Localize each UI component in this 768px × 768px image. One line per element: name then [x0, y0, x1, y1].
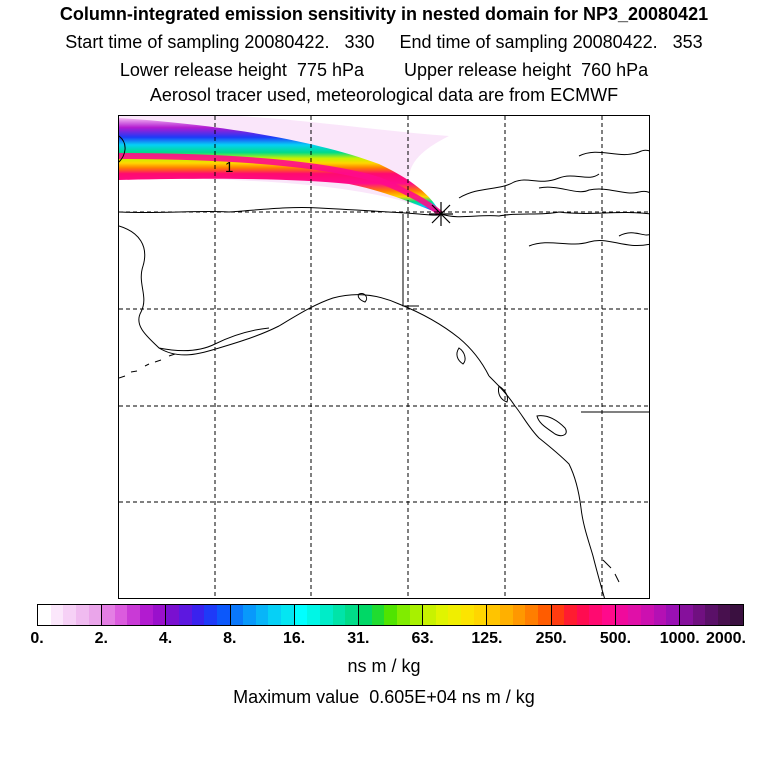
colorbar-tick-label: 4.	[158, 630, 173, 647]
colorbar-swatch	[50, 605, 64, 625]
sampling-time-line: Start time of sampling 20080422. 330 End…	[65, 32, 703, 52]
coastlines	[119, 135, 649, 598]
colorbar-swatch	[537, 605, 551, 625]
colorbar-swatch	[127, 605, 141, 625]
colorbar-swatch	[653, 605, 667, 625]
colorbar-swatch	[371, 605, 385, 625]
release-height-line: Lower release height 775 hPa Upper relea…	[119, 60, 649, 80]
colorbar-tick-label: 2000.	[705, 630, 747, 647]
colorbar-segment	[678, 605, 744, 625]
colorbar-swatch	[179, 605, 192, 625]
colorbar-swatch	[320, 605, 333, 625]
colorbar-tick-label: 63.	[411, 630, 434, 647]
colorbar-swatch	[204, 605, 217, 625]
colorbar-swatch	[75, 605, 89, 625]
colorbar-tick-labels: 0. 2. 4. 8. 16. 31. 63. 125. 250. 500. 1000. 2000.	[30, 630, 747, 650]
colorbar-swatch	[384, 605, 397, 625]
colorbar-tick-label: 8.	[223, 630, 237, 647]
colorbar-segment	[165, 605, 230, 625]
colorbar-swatch	[63, 605, 76, 625]
colorbar-swatch	[243, 605, 256, 625]
colorbar-swatch	[255, 605, 269, 625]
colorbar-segment	[486, 605, 551, 625]
colorbar-swatch	[705, 605, 718, 625]
colorbar-swatch	[640, 605, 654, 625]
colorbar-segment	[101, 605, 166, 625]
colorbar-tick-label: 16.	[282, 630, 306, 647]
colorbar-swatch	[602, 605, 615, 625]
colorbar-swatch	[191, 605, 205, 625]
colorbar-units: ns m / kg	[347, 656, 421, 676]
colorbar-swatch	[294, 605, 308, 625]
colorbar-segment	[422, 605, 487, 625]
colorbar-swatch	[268, 605, 282, 625]
colorbar-segment	[357, 605, 423, 625]
colorbar-swatch	[307, 605, 321, 625]
colorbar-swatch	[38, 605, 51, 625]
colorbar-swatch	[628, 605, 641, 625]
emission-plume	[119, 118, 441, 214]
colorbar-tick-label: 1000.	[659, 630, 700, 647]
colorbar	[37, 604, 744, 626]
release-point-marker	[429, 202, 453, 226]
colorbar-swatch	[345, 605, 358, 625]
colorbar-tick-label: 500.	[599, 630, 632, 647]
colorbar-segment	[550, 605, 615, 625]
plot-title: Column-integrated emission sensitivity i…	[59, 4, 709, 24]
colorbar-swatch	[152, 605, 166, 625]
colorbar-swatch	[102, 605, 115, 625]
colorbar-swatch	[679, 605, 693, 625]
colorbar-swatch	[692, 605, 706, 625]
colorbar-swatch	[461, 605, 474, 625]
colorbar-swatch	[114, 605, 128, 625]
colorbar-swatch	[615, 605, 629, 625]
colorbar-swatch	[589, 605, 603, 625]
colorbar-swatch	[435, 605, 449, 625]
colorbar-swatch	[666, 605, 679, 625]
colorbar-swatch	[281, 605, 294, 625]
colorbar-tick-label: 250.	[535, 630, 567, 647]
colorbar-swatch	[216, 605, 230, 625]
contour-label: 1	[225, 159, 233, 176]
plume-core	[119, 153, 443, 217]
colorbar-swatch	[730, 605, 744, 625]
colorbar-swatch	[230, 605, 244, 625]
colorbar-swatch	[166, 605, 180, 625]
colorbar-swatch	[525, 605, 538, 625]
colorbar-swatch	[358, 605, 372, 625]
colorbar-swatch	[409, 605, 423, 625]
colorbar-segment	[293, 605, 358, 625]
colorbar-swatch	[487, 605, 500, 625]
colorbar-swatch	[473, 605, 487, 625]
colorbar-segment	[614, 605, 679, 625]
colorbar-segment	[38, 605, 102, 625]
colorbar-swatch	[88, 605, 102, 625]
colorbar-tick-label: 31.	[347, 630, 370, 647]
colorbar-tick-label: 125.	[471, 630, 503, 647]
colorbar-swatch	[576, 605, 590, 625]
map-canvas: 1	[119, 116, 649, 598]
colorbar-swatch	[396, 605, 410, 625]
colorbar-swatch	[512, 605, 526, 625]
colorbar-swatch	[564, 605, 577, 625]
colorbar-swatch	[499, 605, 513, 625]
maximum-value-label: Maximum value 0.605E+04 ns m / kg	[233, 687, 535, 707]
colorbar-swatch	[717, 605, 731, 625]
colorbar-swatch	[551, 605, 565, 625]
colorbar-swatch	[448, 605, 462, 625]
colorbar-swatch	[140, 605, 153, 625]
tracer-info-line: Aerosol tracer used, meteorological data…	[149, 85, 619, 105]
colorbar-tick-label: 0.	[30, 630, 44, 647]
colorbar-swatch	[332, 605, 346, 625]
colorbar-tick-label: 2.	[94, 630, 108, 647]
colorbar-segment	[229, 605, 294, 625]
map-panel: 1	[118, 115, 650, 599]
colorbar-swatch	[423, 605, 436, 625]
